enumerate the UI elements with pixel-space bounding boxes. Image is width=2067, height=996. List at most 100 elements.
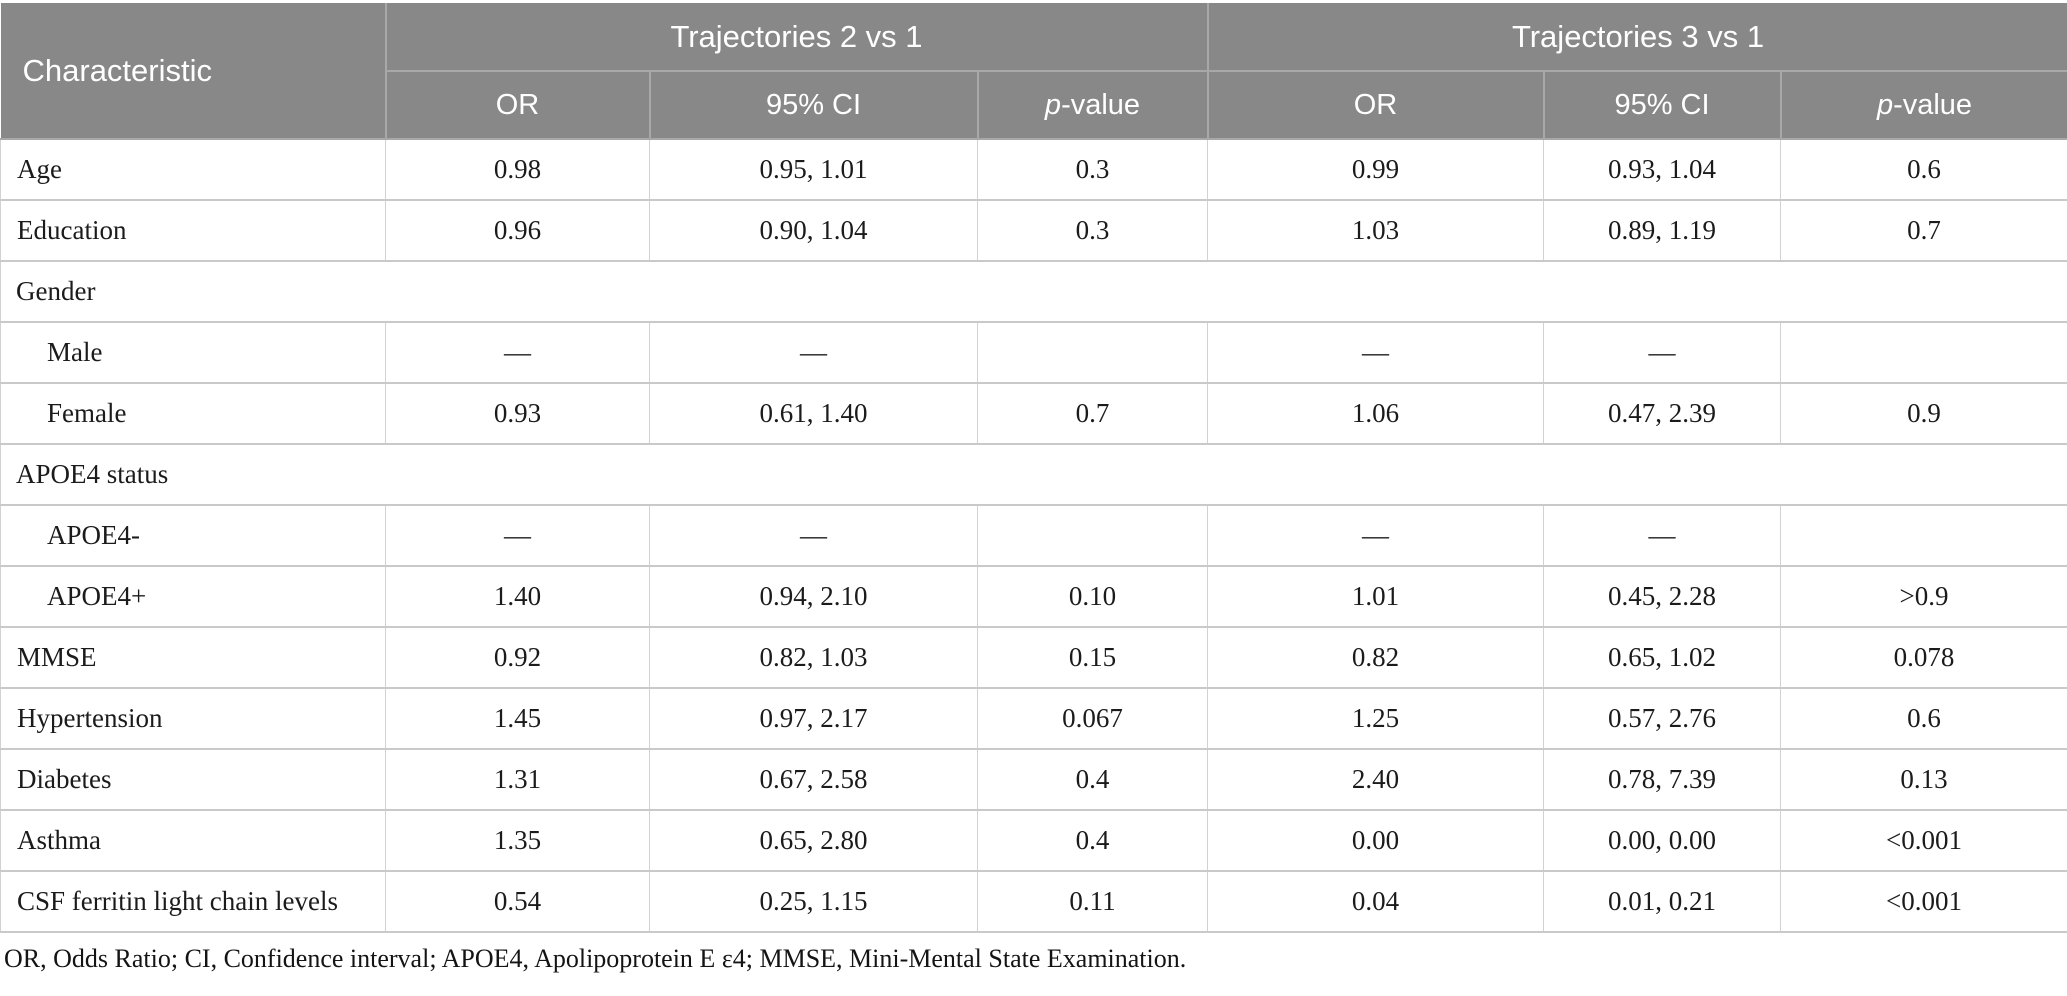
row-csf-ferritin: CSF ferritin light chain levels 0.54 0.2… <box>1 871 2067 932</box>
cell-p-3vs1: 0.078 <box>1781 627 2067 688</box>
cell-p-2vs1: 0.067 <box>978 688 1208 749</box>
cell-ci-3vs1: 0.00, 0.00 <box>1544 810 1781 871</box>
cell-or-2vs1: 0.92 <box>386 627 650 688</box>
header-trajectories-2vs1: Trajectories 2 vs 1 <box>386 3 1208 71</box>
cell-p-2vs1: 0.10 <box>978 566 1208 627</box>
cell-label: Education <box>1 200 386 261</box>
cell-ci-2vs1: 0.97, 2.17 <box>650 688 978 749</box>
cell-or-3vs1: 0.99 <box>1208 139 1544 200</box>
row-apoe4-group: APOE4 status <box>1 444 2067 505</box>
table-footnote: OR, Odds Ratio; CI, Confidence interval;… <box>4 944 2067 974</box>
cell-p-2vs1: 0.7 <box>978 383 1208 444</box>
cell-ci-3vs1: 0.47, 2.39 <box>1544 383 1781 444</box>
cell-ci-2vs1: 0.82, 1.03 <box>650 627 978 688</box>
cell-or-2vs1: 1.35 <box>386 810 650 871</box>
cell-p-2vs1 <box>978 322 1208 383</box>
cell-or-3vs1: — <box>1208 322 1544 383</box>
row-male: Male — — — — <box>1 322 2067 383</box>
cell-or-2vs1: 1.45 <box>386 688 650 749</box>
cell-or-2vs1: 0.96 <box>386 200 650 261</box>
cell-p-3vs1: 0.7 <box>1781 200 2067 261</box>
page: Characteristic Trajectories 2 vs 1 Traje… <box>0 3 2067 996</box>
cell-or-3vs1: 1.01 <box>1208 566 1544 627</box>
row-age: Age 0.98 0.95, 1.01 0.3 0.99 0.93, 1.04 … <box>1 139 2067 200</box>
cell-p-3vs1: <0.001 <box>1781 810 2067 871</box>
cell-or-3vs1: 1.06 <box>1208 383 1544 444</box>
cell-ci-3vs1: 0.57, 2.76 <box>1544 688 1781 749</box>
header-row-groups: Characteristic Trajectories 2 vs 1 Traje… <box>1 3 2067 71</box>
subheader-or-3vs1: OR <box>1208 71 1544 139</box>
cell-or-2vs1: 1.31 <box>386 749 650 810</box>
row-mmse: MMSE 0.92 0.82, 1.03 0.15 0.82 0.65, 1.0… <box>1 627 2067 688</box>
cell-ci-2vs1: 0.94, 2.10 <box>650 566 978 627</box>
cell-group-label: Gender <box>1 261 2067 322</box>
cell-or-2vs1: 0.54 <box>386 871 650 932</box>
pvalue-italic-p: p <box>1877 89 1893 121</box>
cell-ci-3vs1: 0.45, 2.28 <box>1544 566 1781 627</box>
subheader-pvalue-2vs1: p-value <box>978 71 1208 139</box>
cell-ci-2vs1: 0.90, 1.04 <box>650 200 978 261</box>
cell-label: APOE4+ <box>1 566 386 627</box>
cell-p-2vs1: 0.15 <box>978 627 1208 688</box>
row-hypertension: Hypertension 1.45 0.97, 2.17 0.067 1.25 … <box>1 688 2067 749</box>
cell-or-3vs1: 0.00 <box>1208 810 1544 871</box>
cell-p-2vs1: 0.3 <box>978 139 1208 200</box>
cell-ci-3vs1: 0.78, 7.39 <box>1544 749 1781 810</box>
cell-label: Female <box>1 383 386 444</box>
table-header: Characteristic Trajectories 2 vs 1 Traje… <box>1 3 2067 139</box>
cell-p-2vs1: 0.4 <box>978 810 1208 871</box>
subheader-or-2vs1: OR <box>386 71 650 139</box>
cell-label: Hypertension <box>1 688 386 749</box>
cell-group-label: APOE4 status <box>1 444 2067 505</box>
subheader-pvalue-3vs1: p-value <box>1781 71 2067 139</box>
cell-ci-3vs1: — <box>1544 322 1781 383</box>
pvalue-rest: -value <box>1893 89 1972 121</box>
cell-label: Asthma <box>1 810 386 871</box>
table-body: Age 0.98 0.95, 1.01 0.3 0.99 0.93, 1.04 … <box>1 139 2067 932</box>
cell-p-3vs1: <0.001 <box>1781 871 2067 932</box>
cell-ci-2vs1: 0.95, 1.01 <box>650 139 978 200</box>
cell-ci-2vs1: — <box>650 322 978 383</box>
cell-p-3vs1 <box>1781 322 2067 383</box>
cell-or-2vs1: 1.40 <box>386 566 650 627</box>
cell-ci-3vs1: 0.65, 1.02 <box>1544 627 1781 688</box>
cell-ci-3vs1: 0.89, 1.19 <box>1544 200 1781 261</box>
cell-ci-3vs1: 0.01, 0.21 <box>1544 871 1781 932</box>
row-education: Education 0.96 0.90, 1.04 0.3 1.03 0.89,… <box>1 200 2067 261</box>
cell-ci-2vs1: 0.67, 2.58 <box>650 749 978 810</box>
pvalue-rest: -value <box>1061 89 1140 121</box>
cell-p-2vs1: 0.4 <box>978 749 1208 810</box>
cell-or-3vs1: 0.82 <box>1208 627 1544 688</box>
cell-p-3vs1: 0.13 <box>1781 749 2067 810</box>
cell-label: MMSE <box>1 627 386 688</box>
cell-label: Age <box>1 139 386 200</box>
cell-ci-2vs1: 0.65, 2.80 <box>650 810 978 871</box>
subheader-ci-2vs1: 95% CI <box>650 71 978 139</box>
cell-or-2vs1: 0.93 <box>386 383 650 444</box>
cell-p-2vs1: 0.3 <box>978 200 1208 261</box>
cell-p-3vs1 <box>1781 505 2067 566</box>
pvalue-italic-p: p <box>1045 89 1061 121</box>
cell-or-3vs1: 0.04 <box>1208 871 1544 932</box>
odds-ratio-table: Characteristic Trajectories 2 vs 1 Traje… <box>0 3 2067 933</box>
cell-p-3vs1: 0.6 <box>1781 139 2067 200</box>
header-characteristic: Characteristic <box>1 3 386 139</box>
row-apoe4-pos: APOE4+ 1.40 0.94, 2.10 0.10 1.01 0.45, 2… <box>1 566 2067 627</box>
row-diabetes: Diabetes 1.31 0.67, 2.58 0.4 2.40 0.78, … <box>1 749 2067 810</box>
cell-p-2vs1 <box>978 505 1208 566</box>
cell-label: Male <box>1 322 386 383</box>
cell-ci-2vs1: 0.61, 1.40 <box>650 383 978 444</box>
cell-or-3vs1: — <box>1208 505 1544 566</box>
subheader-ci-3vs1: 95% CI <box>1544 71 1781 139</box>
cell-or-2vs1: — <box>386 505 650 566</box>
cell-p-3vs1: 0.6 <box>1781 688 2067 749</box>
row-apoe4-neg: APOE4- — — — — <box>1 505 2067 566</box>
cell-p-3vs1: >0.9 <box>1781 566 2067 627</box>
cell-or-2vs1: 0.98 <box>386 139 650 200</box>
cell-ci-2vs1: 0.25, 1.15 <box>650 871 978 932</box>
row-gender-group: Gender <box>1 261 2067 322</box>
cell-label: CSF ferritin light chain levels <box>1 871 386 932</box>
cell-p-3vs1: 0.9 <box>1781 383 2067 444</box>
cell-label: Diabetes <box>1 749 386 810</box>
row-asthma: Asthma 1.35 0.65, 2.80 0.4 0.00 0.00, 0.… <box>1 810 2067 871</box>
